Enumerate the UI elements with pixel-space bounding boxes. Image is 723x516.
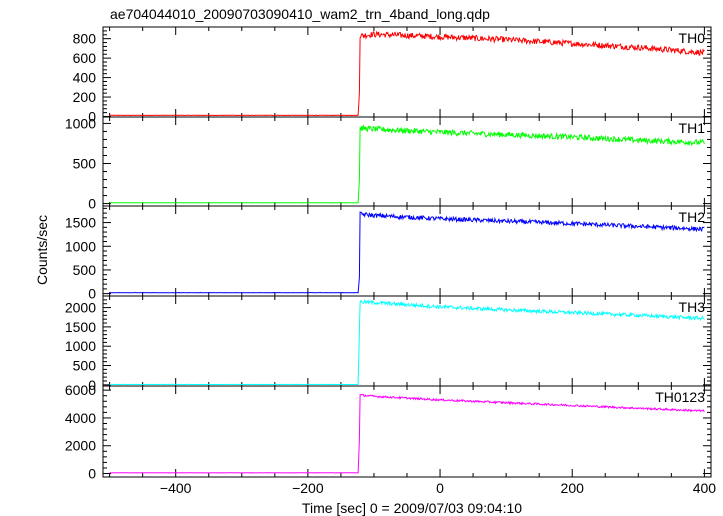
series-line-th2 [109,211,705,294]
panel-frame [102,205,712,297]
y-tick-label: 1000 [65,115,96,131]
y-tick-label: 600 [73,50,97,66]
series-line-th3 [109,299,705,386]
y-tick-label: 500 [73,156,97,172]
panel-th2: 0 500 1000 1500 TH2 [65,205,712,302]
x-tick-label: 200 [561,480,585,496]
y-tick-label: 0 [88,196,96,212]
y-tick-label: 1500 [65,215,96,231]
y-tick-label: 1000 [65,338,96,354]
series-line-th0 [109,30,705,117]
y-tick-label: 4000 [65,410,96,426]
panel-frame [102,385,712,478]
panel-label-th3: TH3 [679,299,706,315]
y-axis-label: Counts/sec [34,215,50,285]
y-tick-label: 500 [73,358,97,374]
panel-th0123: 0 2000 4000 6000 TH0123 [65,382,712,482]
x-tick-label: 0 [436,480,444,496]
panels: 0 200 400 600 800 TH0 0 500 1000 TH1 0 500 1000 1500 T… [65,26,712,482]
y-tick-label: 0 [88,466,96,482]
y-tick-label: 200 [73,89,97,105]
x-axis-tick-labels: −400 −200 0 200 400 [160,480,716,496]
y-tick-label: 0 [88,377,96,393]
panel-th1: 0 500 1000 TH1 [65,115,712,212]
y-tick-label: 400 [73,70,97,86]
y-tick-label: 500 [73,262,97,278]
y-tick-label: 0 [88,286,96,302]
chart-title: ae704044010_20090703090410_wam2_trn_4ban… [110,6,490,22]
y-tick-label: 1500 [65,319,96,335]
y-tick-label: 1000 [65,238,96,254]
series-line-th0123 [109,393,705,474]
panel-th0: 0 200 400 600 800 TH0 [73,26,712,125]
series-line-th1 [109,124,705,204]
panel-label-th0: TH0 [679,30,706,46]
y-tick-label: 0 [88,109,96,125]
y-tick-label: 2000 [65,438,96,454]
panel-frame [102,295,712,387]
panel-label-th0123: TH0123 [655,389,705,405]
panel-label-th2: TH2 [679,209,706,225]
x-tick-label: 400 [693,480,717,496]
x-tick-label: −200 [292,480,324,496]
panel-th3: 0 500 1000 1500 2000 TH3 [65,295,712,393]
x-axis-label: Time [sec] 0 = 2009/07/03 09:04:10 [302,500,522,516]
x-tick-label: −400 [160,480,192,496]
y-tick-label: 6000 [65,382,96,398]
panel-frame [102,26,712,118]
y-tick-label: 800 [73,31,97,47]
y-tick-label: 2000 [65,300,96,316]
panel-label-th1: TH1 [679,120,706,136]
